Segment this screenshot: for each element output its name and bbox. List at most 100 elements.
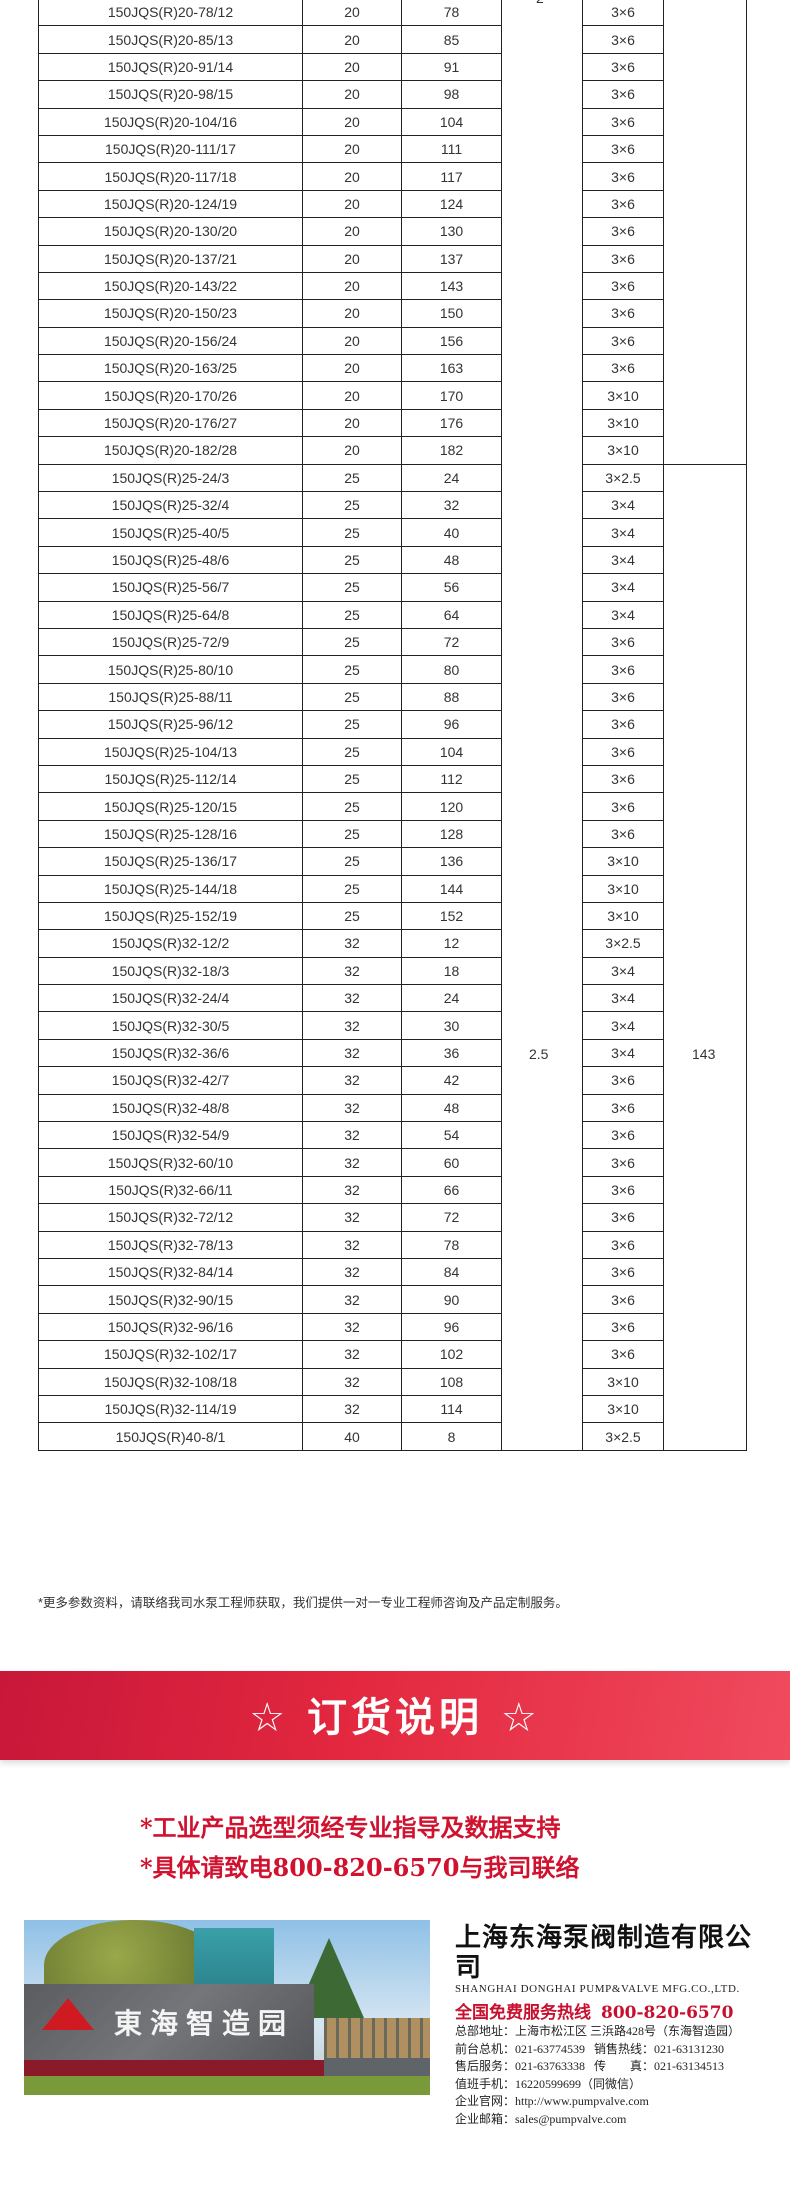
model-cell: 150JQS(R)25-120/15 [38, 792, 303, 821]
flow-cell: 20 [302, 408, 402, 438]
head-cell: 64 [401, 600, 502, 629]
cable-cell: 3×4 [582, 956, 664, 986]
cable-cell: 3×2.5 [582, 1422, 664, 1451]
table-row: 150JQS(R)25-104/13 25 104 3×6 [38, 737, 747, 766]
model-cell: 150JQS(R)32-72/12 [38, 1203, 303, 1232]
head-cell: 91 [401, 52, 502, 82]
company-photo: 東海智造园 [24, 1920, 430, 2095]
model-cell: 150JQS(R)32-48/8 [38, 1093, 303, 1123]
flow-cell: 20 [302, 244, 402, 273]
flow-cell: 32 [302, 1011, 402, 1040]
cable-cell: 3×6 [582, 354, 664, 383]
flow-cell: 20 [302, 381, 402, 410]
table-row: 150JQS(R)40-8/1 40 8 3×2.5 [38, 1422, 747, 1451]
model-cell: 150JQS(R)32-108/18 [38, 1367, 303, 1396]
table-row: 150JQS(R)25-80/10 25 80 3×6 [38, 655, 747, 684]
head-cell: 48 [401, 1093, 502, 1123]
table-row: 150JQS(R)32-90/15 32 90 3×6 [38, 1285, 747, 1314]
cable-cell: 3×10 [582, 436, 664, 465]
head-cell: 128 [401, 819, 502, 849]
reception-phone: 前台总机：021-63774539 [455, 2041, 585, 2056]
website[interactable]: 企业官网：http://www.pumpvalve.com [455, 2094, 649, 2108]
flow-cell: 32 [302, 1148, 402, 1177]
flow-cell: 25 [302, 545, 402, 575]
head-cell: 136 [401, 847, 502, 876]
table-row: 150JQS(R)20-156/24 20 156 3×6 [38, 326, 747, 356]
model-cell: 150JQS(R)20-137/21 [38, 244, 303, 273]
cable-cell: 3×6 [582, 1257, 664, 1287]
model-cell: 150JQS(R)32-66/11 [38, 1175, 303, 1205]
table-row: 150JQS(R)25-112/14 25 112 3×6 [38, 764, 747, 794]
order-note-1: *工业产品选型须经专业指导及数据支持 [140, 1813, 561, 1842]
head-cell: 85 [401, 25, 502, 54]
table-row: 150JQS(R)25-136/17 25 136 3×10 [38, 847, 747, 876]
table-row: 150JQS(R)20-137/21 20 137 3×6 [38, 244, 747, 273]
cable-cell: 3×6 [582, 299, 664, 328]
head-cell: 96 [401, 710, 502, 739]
address: 总部地址：上海市松江区 三浜路428号（东海智造园） [455, 2024, 741, 2038]
cable-cell: 3×6 [582, 655, 664, 684]
flow-cell: 32 [302, 1121, 402, 1150]
outlet-merged-cell [663, 463, 747, 1451]
head-cell: 90 [401, 1285, 502, 1314]
model-cell: 150JQS(R)40-8/1 [38, 1422, 303, 1451]
model-cell: 150JQS(R)20-117/18 [38, 162, 303, 191]
cable-cell: 3×4 [582, 491, 664, 520]
email[interactable]: 企业邮箱：sales@pumpvalve.com [455, 2111, 627, 2126]
cable-cell: 3×2.5 [582, 929, 664, 958]
model-cell: 150JQS(R)25-72/9 [38, 627, 303, 657]
cable-cell: 3×6 [582, 627, 664, 657]
company-info: 上海东海泵阀制造有限公司 SHANGHAI DONGHAI PUMP&VALVE… [455, 1922, 775, 2128]
flow-cell: 20 [302, 52, 402, 82]
head-cell: 42 [401, 1066, 502, 1095]
flow-cell: 32 [302, 956, 402, 986]
table-row: 150JQS(R)32-60/10 32 60 3×6 [38, 1148, 747, 1177]
phone-row-1: 前台总机：021-63774539 销售热线：021-63131230 [455, 2041, 775, 2059]
table-row: 150JQS(R)25-56/7 25 56 3×4 [38, 573, 747, 602]
head-cell: 18 [401, 956, 502, 986]
table-row: 150JQS(R)20-176/27 20 176 3×10 [38, 408, 747, 438]
model-cell: 150JQS(R)25-96/12 [38, 710, 303, 739]
model-cell: 150JQS(R)20-104/16 [38, 107, 303, 136]
banner-title: ☆ 订货说明 ☆ [249, 1695, 541, 1741]
head-cell: 12 [401, 929, 502, 958]
table-row: 150JQS(R)25-152/19 25 152 3×10 [38, 901, 747, 931]
head-cell: 24 [401, 463, 502, 493]
mobile: 值班手机：16220599699（同微信） [455, 2076, 642, 2091]
model-cell: 150JQS(R)32-78/13 [38, 1230, 303, 1259]
head-cell: 143 [401, 271, 502, 301]
model-cell: 150JQS(R)20-182/28 [38, 436, 303, 465]
model-cell: 150JQS(R)25-40/5 [38, 518, 303, 547]
flow-cell: 25 [302, 901, 402, 931]
table-row: 150JQS(R)32-30/5 32 30 3×4 [38, 1011, 747, 1040]
lawn [24, 2076, 430, 2095]
model-cell: 150JQS(R)20-176/27 [38, 408, 303, 438]
table-row: 150JQS(R)32-114/19 32 114 3×10 [38, 1394, 747, 1424]
flow-cell: 20 [302, 0, 402, 27]
head-cell: 72 [401, 627, 502, 657]
model-cell: 150JQS(R)25-48/6 [38, 545, 303, 575]
merged-outlet-value: 143 [692, 1046, 716, 1062]
head-cell: 176 [401, 408, 502, 438]
flow-cell: 20 [302, 217, 402, 246]
table-row: 150JQS(R)20-124/19 20 124 3×6 [38, 189, 747, 219]
head-cell: 54 [401, 1121, 502, 1150]
spec-table: 150JQS(R)20-78/12 20 78 3×6 150JQS(R)20-85/1… [38, 0, 747, 1451]
model-cell: 150JQS(R)20-91/14 [38, 52, 303, 82]
model-cell: 150JQS(R)20-130/20 [38, 217, 303, 246]
cable-cell: 3×4 [582, 573, 664, 602]
model-cell: 150JQS(R)25-24/3 [38, 463, 303, 493]
flow-cell: 32 [302, 1093, 402, 1123]
table-row: 150JQS(R)20-104/16 20 104 3×6 [38, 107, 747, 136]
model-cell: 150JQS(R)20-85/13 [38, 25, 303, 54]
company-name-cn: 上海东海泵阀制造有限公司 [455, 1922, 753, 1982]
flow-cell: 32 [302, 1038, 402, 1068]
head-cell: 80 [401, 655, 502, 684]
flow-cell: 32 [302, 929, 402, 958]
flow-cell: 20 [302, 162, 402, 191]
table-row: 150JQS(R)32-36/6 32 36 3×4 [38, 1038, 747, 1068]
hotline-label: 全国免费服务热线 [455, 2003, 591, 2023]
head-cell: 78 [401, 0, 502, 27]
head-cell: 56 [401, 573, 502, 602]
model-cell: 150JQS(R)32-114/19 [38, 1394, 303, 1424]
